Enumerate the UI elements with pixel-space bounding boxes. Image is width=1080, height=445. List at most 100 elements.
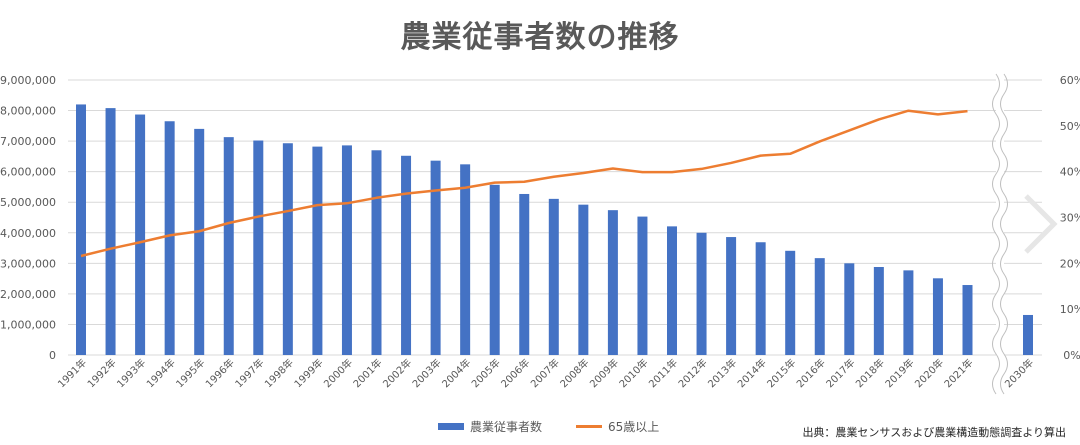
y-left-tick-label: 2,000,000 [0,288,56,301]
y-left-tick-label: 1,000,000 [0,318,56,331]
x-tick-label: 2018年 [853,356,887,390]
bar [637,216,648,355]
y-right-tick-label: 10% [1060,303,1080,316]
y-left-tick-label: 3,000,000 [0,257,56,270]
legend-label-over65: 65歳以上 [608,420,660,434]
x-tick-label: 2011年 [646,356,680,390]
y-left-tick-label: 4,000,000 [0,227,56,240]
bar [430,160,441,355]
bar [844,263,855,355]
x-tick-label: 2020年 [912,356,946,390]
x-tick-label: 2001年 [350,356,384,390]
x-tick-label: 2014年 [735,356,769,390]
x-tick-label: 1998年 [262,356,296,390]
bar [667,226,677,355]
x-tick-label: 2002年 [380,356,414,390]
bar [341,145,352,355]
y-axis-left: 0 1,000,000 2,000,000 3,000,000 4,000,000 5,0… [0,74,56,362]
y-right-tick-label: 50% [1060,120,1080,133]
x-tick-label: 1996年 [203,356,237,390]
x-tick-label: 2007年 [528,356,562,390]
legend-label-workers: 農業従事者数 [470,420,543,434]
y-left-tick-label: 6,000,000 [0,166,56,179]
bar [401,155,412,355]
bar [253,140,264,355]
x-tick-label: 1995年 [173,356,207,390]
axis-break-mark [992,73,1000,395]
x-tick-label: 2013年 [705,356,739,390]
x-tick-label: 2016年 [794,356,828,390]
line-65-over [80,109,968,258]
bar [548,198,559,355]
x-tick-label: 2015年 [764,356,798,390]
y-left-tick-label: 7,000,000 [0,135,56,148]
bar [135,114,146,356]
bar [1023,314,1033,355]
y-left-tick-label: 5,000,000 [0,196,56,209]
y-left-tick-label: 8,000,000 [0,105,56,118]
chevron-right-icon[interactable] [1018,192,1058,256]
x-tick-label: 1992年 [84,356,118,390]
x-tick-label: 2006年 [498,356,532,390]
y-left-tick-label: 0 [49,349,56,362]
bar [696,232,707,355]
legend-item-workers: 農業従事者数 [438,418,542,435]
x-tick-label: 2019年 [882,356,916,390]
y-right-tick-label: 0% [1063,349,1080,362]
bar [194,128,205,355]
y-left-tick-label: 9,000,000 [0,74,56,87]
x-tick-label: 1991年 [55,356,89,390]
bar [164,121,175,355]
axis-break-mark [1000,73,1008,395]
bar [607,210,618,355]
bar [312,146,323,355]
x-tick-label: 2003年 [409,356,443,390]
line-series [80,109,968,258]
bar [932,278,943,355]
x-tick-label: 2012年 [675,356,709,390]
y-right-tick-label: 20% [1060,257,1080,270]
bar [371,150,382,355]
bar [873,267,884,355]
bar [282,143,293,355]
legend-item-over65: 65歳以上 [576,418,659,435]
bar [755,242,766,355]
y-right-tick-label: 40% [1060,166,1080,179]
x-tick-label: 2000年 [321,356,355,390]
bar [519,193,530,355]
axis-break-gap [996,74,1004,357]
x-tick-label: 2021年 [941,356,975,390]
y-right-tick-label: 30% [1060,212,1080,225]
x-tick-label: 1993年 [114,356,148,390]
bar [578,204,589,355]
source-note: 出典：農業センサスおよび農業構造動態調査より算出 [802,426,1066,439]
x-tick-label: 1997年 [232,356,266,390]
x-tick-label: 2017年 [823,356,857,390]
chart-title: 農業従事者数の推移 [400,20,680,55]
x-tick-label: 2009年 [587,356,621,390]
bar [814,258,825,355]
axis-break [992,73,1008,395]
x-tick-label: 1994年 [144,356,178,390]
x-tick-label: 2010年 [616,356,650,390]
x-tick-label: 2008年 [557,356,591,390]
bar [785,250,796,355]
bar [76,104,86,355]
bar [460,164,471,355]
legend-line-swatch [576,425,603,428]
y-right-tick-label: 60% [1060,74,1080,87]
bar [489,184,500,355]
bar [105,108,116,355]
bar [726,237,737,355]
x-tick-label: 2004年 [439,356,473,390]
bar [962,285,973,355]
x-tick-label: 2005年 [469,356,503,390]
bar [903,270,914,355]
legend-bar-swatch [438,423,464,430]
legend: 農業従事者数 65歳以上 [438,418,693,435]
bar-series [76,104,1033,356]
x-tick-label: 1999年 [291,356,325,390]
y-axis-right: 0% 10% 20% 30% 40% 50% 60% [1060,74,1080,362]
bar [223,137,234,355]
